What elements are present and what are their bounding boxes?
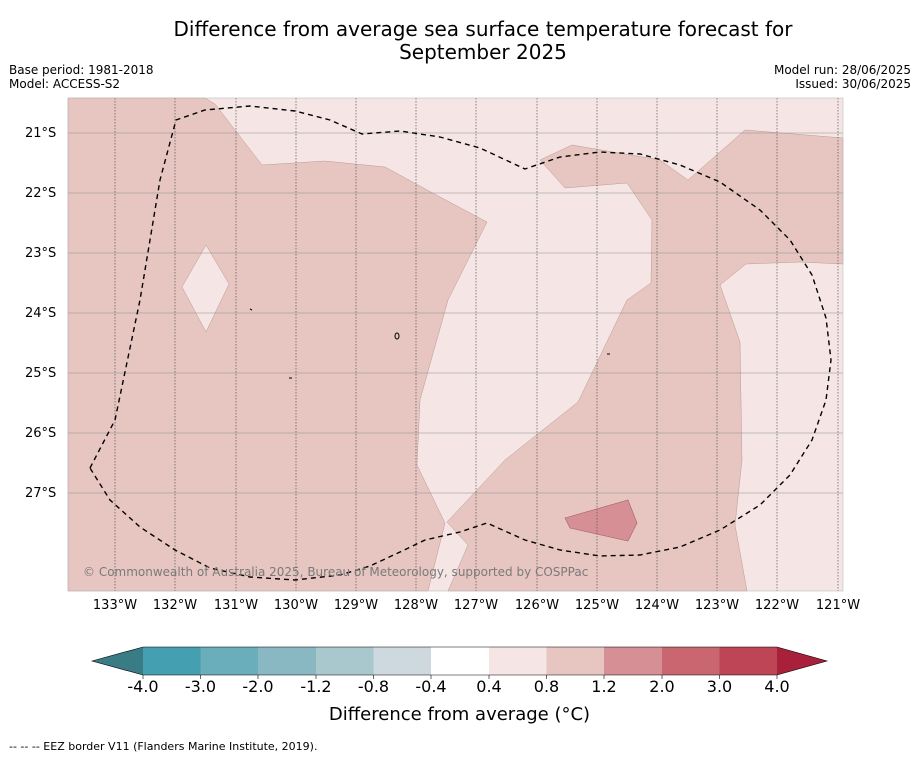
lon-label: 128°W [393,598,439,613]
lon-label: 129°W [333,598,379,613]
colorbar-segment [258,647,316,675]
colorbar-segment [662,647,720,675]
lat-label: 21°S [25,126,57,141]
lon-label: 133°W [92,598,138,613]
colorbar-tick-label: 3.0 [706,677,733,696]
lat-label: 27°S [25,486,57,501]
colorbar [90,646,829,679]
island-marker [394,332,400,340]
lon-label: 124°W [634,598,680,613]
eez-border-line [89,105,832,581]
base-period: Base period: 1981-2018 [9,63,154,77]
colorbar-tick-label: -1.2 [300,677,332,696]
colorbar-tick-label: 2.0 [649,677,675,696]
lat-label: 23°S [25,246,57,261]
lat-label: 26°S [25,426,57,441]
eez-footnote: -- -- -- EEZ border V11 (Flanders Marine… [9,740,318,753]
colorbar-max-arrow [777,647,827,675]
model-run: Model run: 28/06/2025 [773,63,911,77]
colorbar-segment [373,647,431,675]
lon-label: 126°W [514,598,560,613]
anomaly-region-south [446,129,844,592]
colorbar-title: Difference from average (°C) [328,704,591,725]
anomaly-region-warm [564,499,638,542]
colorbar-segment [719,647,777,675]
lon-label: 123°W [694,598,740,613]
title-line-1: Difference from average sea surface temp… [173,17,793,41]
colorbar-segment [604,647,662,675]
colorbar-segment [546,647,604,675]
latitude-gridlines [68,132,843,494]
colorbar-tick-label: 0.4 [476,677,502,696]
colorbar-segment [143,647,201,675]
lat-label: 25°S [25,366,57,381]
colorbar-tick-label: -0.4 [415,677,447,696]
colorbar-segment [200,647,258,675]
meta-left: Base period: 1981-2018 Model: ACCESS-S2 [9,63,154,91]
colorbar-tick-label: -2.0 [242,677,274,696]
map-frame [67,97,844,592]
colorbar-tick-label: 1.2 [591,677,617,696]
colorbar-tick-label: 4.0 [764,677,790,696]
issued-date: Issued: 30/06/2025 [795,77,911,91]
colorbar-tick-label: -4.0 [127,677,159,696]
copyright-notice: © Commonwealth of Australia 2025, Bureau… [83,565,589,579]
model-name: Model: ACCESS-S2 [9,77,121,91]
island-marker [249,308,253,311]
lat-label: 24°S [25,306,57,321]
lon-label: 131°W [213,598,259,613]
colorbar-tick-label: -3.0 [184,677,217,696]
lon-label: 125°W [574,598,620,613]
lon-label: 130°W [273,598,319,613]
lon-label: 121°W [815,598,861,613]
title-line-2: September 2025 [399,40,567,64]
colorbar-tick-label: -0.8 [357,677,390,696]
meta-right: Model run: 28/06/2025 Issued: 30/06/2025 [774,63,911,91]
anomaly-region-west [67,97,488,592]
colorbar-min-arrow [92,647,143,675]
colorbar-segment [489,647,547,675]
lon-label: 127°W [453,598,499,613]
lat-label: 22°S [25,186,57,201]
lon-label: 122°W [754,598,800,613]
lon-label: 132°W [152,598,198,613]
colorbar-tick-label: 0.8 [533,677,560,696]
colorbar-segment [431,647,489,675]
colorbar-segment [316,647,374,675]
map-title: Difference from average sea surface temp… [0,18,919,64]
